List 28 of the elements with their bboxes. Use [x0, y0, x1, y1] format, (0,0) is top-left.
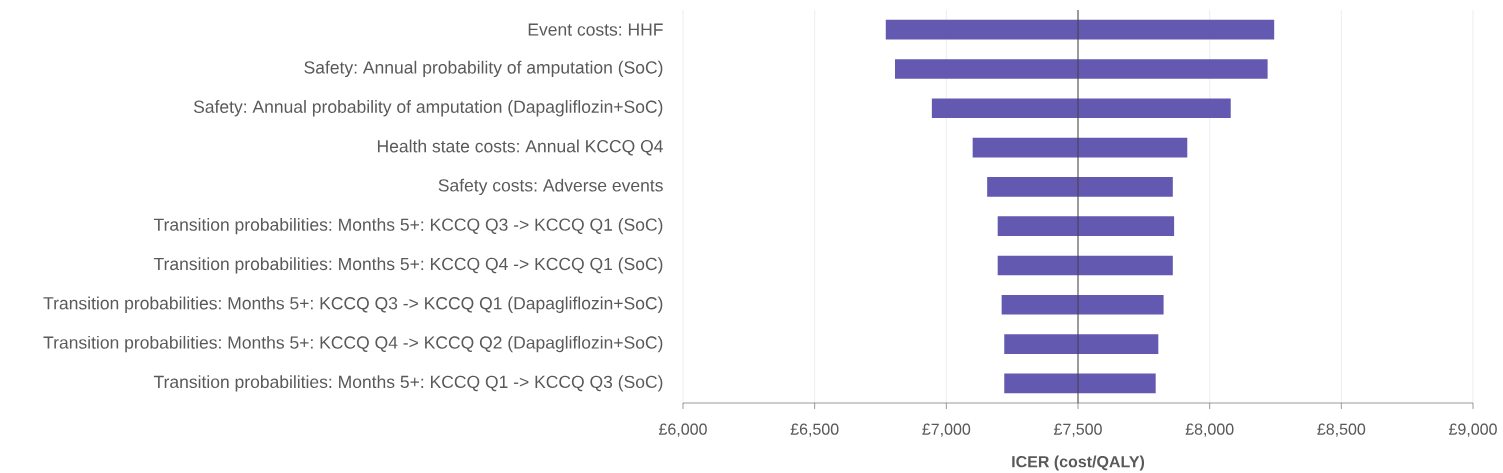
bar — [1004, 373, 1156, 394]
x-tick-label: £6,000 — [658, 423, 707, 437]
y-tick-label: Transition probabilities: Months 5+: KCCQ Q3 -> KCCQ Q1 (SoC) — [153, 217, 663, 235]
x-tick-label: £8,500 — [1317, 423, 1366, 437]
bar — [1004, 334, 1159, 354]
x-tick-label: £6,500 — [790, 423, 839, 437]
bar — [972, 137, 1188, 158]
y-tick-label: Transition probabilities: Months 5+: KCCQ Q1 -> KCCQ Q3 (SoC) — [153, 375, 663, 392]
y-tick-label: Health state costs: Annual KCCQ Q4 — [377, 139, 663, 156]
y-tick-label: Transition probabilities: Months 5+: KCCQ Q4 -> KCCQ Q1 (SoC) — [153, 257, 663, 274]
bar — [1001, 294, 1164, 315]
bar — [885, 19, 1275, 40]
bar — [931, 98, 1231, 119]
bar — [894, 59, 1268, 79]
y-tick-label: Safety: Annual probability of amputation (SoC) — [304, 60, 663, 78]
x-axis-title: ICER (cost/QALY) — [1012, 455, 1145, 471]
x-tick-label: £8,000 — [1185, 423, 1234, 437]
bar — [997, 216, 1175, 236]
x-tick-label: £7,000 — [922, 423, 971, 437]
x-tick-label: £9,000 — [1448, 423, 1497, 437]
y-tick-label: Safety costs: Adverse events — [438, 178, 663, 195]
y-tick-label: Event costs: HHF — [528, 23, 663, 36]
bar — [997, 255, 1173, 276]
x-tick-label: £7,500 — [1053, 423, 1102, 437]
y-tick-label: Transition probabilities: Months 5+: KCCQ Q3 -> KCCQ Q1 (Dapagliflozin+SoC) — [43, 296, 663, 313]
bar — [987, 177, 1173, 197]
y-tick-label: Safety: Annual probability of amputation (Dapagliflozin+SoC) — [193, 100, 663, 117]
y-tick-label: Transition probabilities: Months 5+: KCCQ Q4 -> KCCQ Q2 (Dapagliflozin+SoC) — [43, 335, 663, 353]
